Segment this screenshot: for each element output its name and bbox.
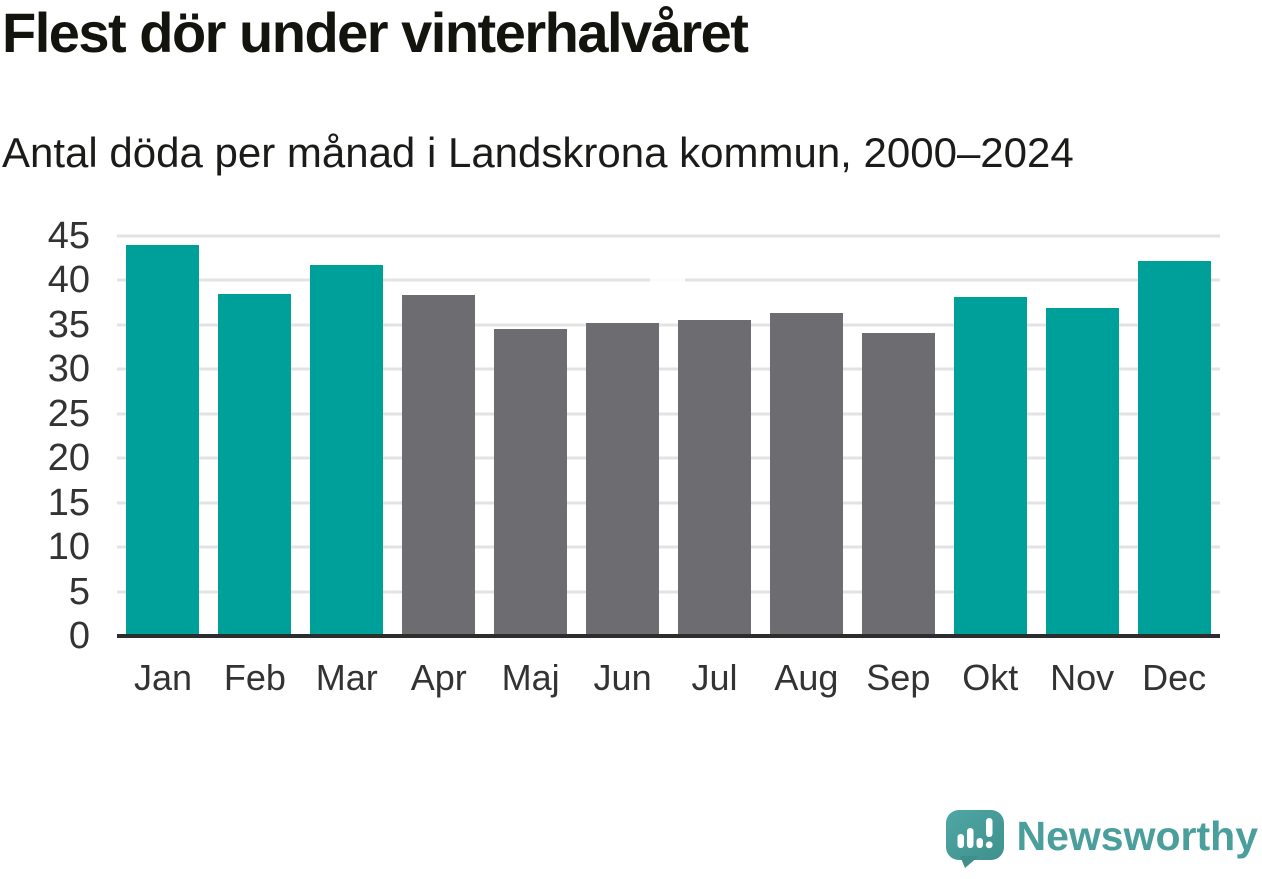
bar-feb [218,293,292,636]
x-tick-label-nov: Nov [1050,657,1115,698]
gridline-30 [117,367,1220,371]
newsworthy-logo: Newsworthy [945,810,1259,868]
bar-okt [953,297,1027,636]
y-tick-label-30: 30 [47,348,90,391]
x-tick-label-feb: Feb [223,657,286,698]
bar-aug [769,313,843,636]
gridline-10 [117,545,1220,549]
gridline-20 [117,456,1220,460]
bar-slot-apr [393,236,485,636]
bar-sep [861,332,935,636]
bar-slot-sep [852,236,944,636]
x-tick-label-sep: Sep [866,657,931,698]
bar-nov [1045,308,1119,636]
newsworthy-logo-icon [945,810,1004,868]
y-tick-label-35: 35 [47,303,90,346]
bar-chart-exclamation-glyph [957,818,993,849]
x-tick-label-apr: Apr [410,657,467,698]
x-axis-labels: Jan Feb Mar Apr Maj Jun Jul Aug Sep Okt Nov Dec [117,656,1220,699]
x-tick-label-jul: Jul [691,657,738,698]
bar-jan [126,244,200,636]
bar-slot-okt [944,236,1036,636]
gridline-15 [117,501,1220,505]
bar-apr [402,294,476,636]
bar-slot-jan [117,236,209,636]
y-tick-label-20: 20 [47,437,90,480]
bar-slot-jun [577,236,669,636]
y-tick-label-40: 40 [47,259,90,302]
y-axis: 0 5 10 15 20 25 30 35 40 45 [0,217,90,655]
y-tick-label-45: 45 [47,215,90,257]
gridline-35 [117,323,1220,327]
y-tick-label-10: 10 [47,526,90,569]
x-tick-label-jan: Jan [133,657,192,698]
bar-jun [586,323,660,636]
bar-dec [1137,260,1211,636]
x-tick-label-mar: Mar [315,657,378,698]
gridline-45 [117,234,1220,238]
chart-subtitle: Antal döda per månad i Landskrona kommun… [2,129,1074,176]
x-axis-line [117,634,1220,638]
newsworthy-logo-text: Newsworthy [1016,812,1259,859]
x-tick-label-jun: Jun [593,657,652,698]
bars [117,236,1220,636]
bar-slot-feb [209,236,301,636]
bar-slot-jul [669,236,761,636]
y-tick-label-15: 15 [47,481,90,524]
bar-slot-dec [1128,236,1220,636]
x-tick-label-maj: Maj [501,657,560,698]
bar-slot-nov [1036,236,1128,636]
bar-slot-maj [485,236,577,636]
y-tick-label-5: 5 [68,570,90,613]
plot-area [117,234,1220,638]
gridline-artifact [650,278,685,282]
speech-bubble-shape [945,810,1004,868]
chart-title: Flest dör under vinterhalvåret [2,1,749,64]
x-tick-label-aug: Aug [774,657,839,698]
x-tick-label-dec: Dec [1142,657,1207,698]
y-tick-label-25: 25 [47,392,90,435]
gridline-5 [117,590,1220,594]
gridline-25 [117,412,1220,416]
bar-mar [310,265,384,636]
bar-slot-aug [760,236,852,636]
y-tick-label-0: 0 [68,615,90,657]
bar-jul [677,319,751,636]
x-tick-label-okt: Okt [962,657,1019,698]
bar-slot-mar [301,236,393,636]
bar-maj [494,329,568,636]
